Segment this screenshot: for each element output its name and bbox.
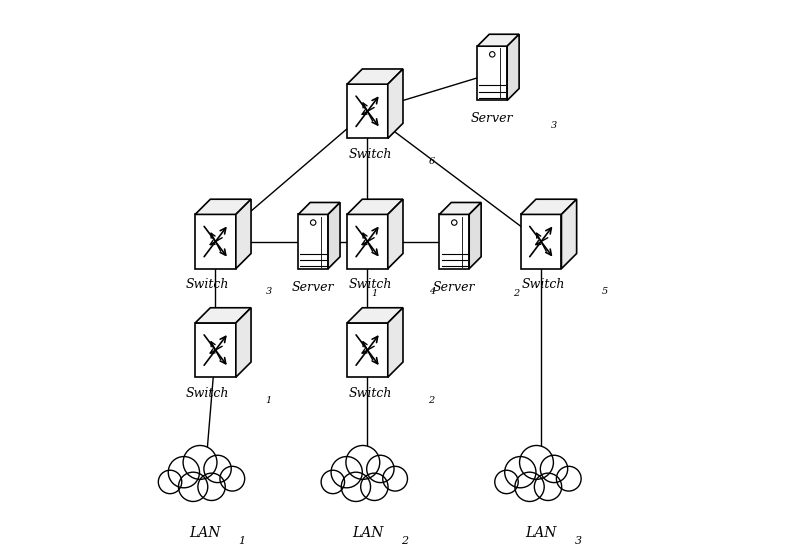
Polygon shape [347,308,403,323]
Circle shape [534,473,562,500]
Text: 1: 1 [371,289,378,298]
Text: Server: Server [471,112,514,126]
Polygon shape [195,214,236,269]
Polygon shape [195,323,236,377]
Text: 3: 3 [550,121,557,130]
Polygon shape [478,46,507,100]
Text: 4: 4 [429,287,434,296]
Text: Switch: Switch [349,387,392,400]
Polygon shape [347,199,403,214]
Circle shape [494,470,518,494]
Polygon shape [388,69,403,138]
Polygon shape [521,199,577,214]
Polygon shape [328,202,340,269]
Circle shape [220,466,245,491]
Text: LAN: LAN [526,526,557,541]
Polygon shape [439,202,481,214]
Polygon shape [236,308,251,377]
Text: 2: 2 [513,289,519,298]
Text: Switch: Switch [186,278,229,291]
Text: 2: 2 [429,396,434,404]
Polygon shape [347,214,388,269]
Text: 5: 5 [602,287,609,296]
Text: LAN: LAN [189,526,220,541]
Polygon shape [298,214,328,269]
Polygon shape [298,202,340,214]
Polygon shape [388,308,403,377]
Polygon shape [521,214,562,269]
Polygon shape [507,34,519,100]
Text: Switch: Switch [522,278,566,291]
Polygon shape [195,199,251,214]
Text: Server: Server [433,280,475,294]
Circle shape [361,473,388,500]
Circle shape [158,470,182,494]
Text: Switch: Switch [349,278,392,291]
Polygon shape [439,214,469,269]
Circle shape [346,445,380,479]
Circle shape [178,472,208,501]
Polygon shape [478,34,519,46]
Circle shape [519,445,554,479]
Circle shape [556,466,581,491]
Circle shape [366,455,394,483]
Text: 1: 1 [266,396,272,404]
Polygon shape [195,308,251,323]
Circle shape [505,457,536,488]
Text: Server: Server [292,280,334,294]
Circle shape [342,472,370,501]
Text: LAN: LAN [352,526,383,541]
Circle shape [515,472,544,501]
Polygon shape [347,69,403,84]
Polygon shape [388,199,403,269]
Circle shape [540,455,568,483]
Text: Switch: Switch [186,387,229,400]
Circle shape [198,473,226,500]
Circle shape [382,466,407,491]
Polygon shape [347,323,388,377]
Circle shape [331,457,362,488]
Text: 6: 6 [429,157,434,166]
Polygon shape [347,84,388,138]
Polygon shape [562,199,577,269]
Text: Switch: Switch [349,148,392,161]
Circle shape [168,457,199,488]
Circle shape [321,470,345,494]
Circle shape [204,455,231,483]
Polygon shape [236,199,251,269]
Text: 3: 3 [574,536,582,546]
Text: 2: 2 [401,536,408,546]
Text: 3: 3 [266,287,272,296]
Polygon shape [469,202,481,269]
Text: 1: 1 [238,536,246,546]
Circle shape [183,445,217,479]
